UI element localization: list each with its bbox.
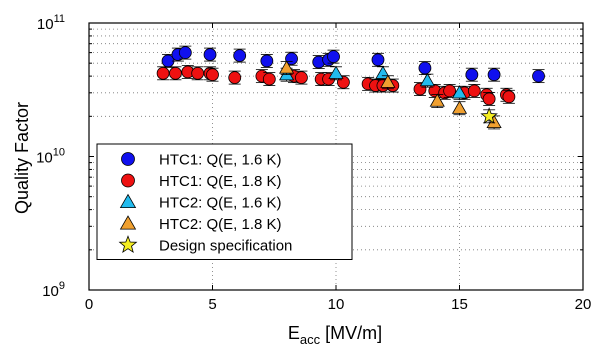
legend-box xyxy=(96,143,353,260)
data-point xyxy=(260,54,274,68)
y-axis-ticks: 109 1010 1011 xyxy=(36,13,583,300)
data-point xyxy=(178,46,192,60)
data-point xyxy=(327,50,340,64)
y-tick-label: 1010 xyxy=(36,147,65,167)
data-point xyxy=(480,107,498,124)
x-tick-label: 0 xyxy=(85,296,93,313)
data-point xyxy=(328,65,344,79)
legend-label: HTC1: Q(E, 1.6 K) xyxy=(159,152,282,169)
x-tick-label: 20 xyxy=(575,296,592,313)
data-point xyxy=(295,71,308,84)
data-point xyxy=(467,84,481,98)
data-points xyxy=(156,45,545,130)
x-axis-label: Eacc [MV/m] xyxy=(288,323,382,347)
x-axis-label-subscript: acc xyxy=(300,332,321,347)
legend-marker xyxy=(121,173,135,188)
y-tick-label: 109 xyxy=(42,280,65,300)
legend: HTC1: Q(E, 1.6 K) HTC1: Q(E, 1.8 K) HTC2: … xyxy=(96,143,353,260)
x-tick-label: 10 xyxy=(328,296,345,313)
data-point xyxy=(203,48,217,61)
x-axis-label-main: E xyxy=(288,323,300,343)
series-group xyxy=(480,107,498,124)
data-point xyxy=(279,60,295,74)
legend-item: HTC1: Q(E, 1.8 K) xyxy=(121,173,282,190)
data-point xyxy=(419,72,435,87)
legend-label: HTC2: Q(E, 1.6 K) xyxy=(159,195,282,212)
data-point xyxy=(262,72,276,86)
data-point xyxy=(451,85,468,99)
data-point xyxy=(451,100,468,114)
legend-marker xyxy=(119,215,137,230)
data-point xyxy=(429,93,445,107)
legend-label: HTC1: Q(E, 1.8 K) xyxy=(159,173,282,190)
y-axis-label: Quality Factor xyxy=(12,102,32,214)
series-group xyxy=(161,45,545,84)
legend-item: HTC2: Q(E, 1.6 K) xyxy=(119,193,282,212)
legend-label: Design specification xyxy=(159,238,292,255)
x-axis-label-unit: [MV/m] xyxy=(320,323,382,343)
legend-marker xyxy=(119,193,137,209)
legend-item: HTC2: Q(E, 1.8 K) xyxy=(119,215,282,233)
x-tick-label: 15 xyxy=(451,296,468,313)
data-point xyxy=(206,68,219,82)
legend-label: HTC2: Q(E, 1.8 K) xyxy=(159,216,282,233)
data-point xyxy=(443,84,457,98)
legend-item: Design specification xyxy=(118,235,292,255)
data-point xyxy=(532,69,545,83)
data-point xyxy=(486,114,502,128)
series-group xyxy=(279,65,468,100)
data-point xyxy=(191,66,205,80)
data-point xyxy=(482,92,496,106)
data-point xyxy=(169,66,182,80)
data-point xyxy=(465,68,479,82)
legend-marker xyxy=(118,235,138,254)
data-point xyxy=(487,68,501,82)
legend-item: HTC1: Q(E, 1.6 K) xyxy=(121,152,282,169)
data-point xyxy=(156,66,170,80)
data-point xyxy=(380,74,396,88)
series-group xyxy=(156,65,516,106)
data-point xyxy=(371,53,385,67)
legend-items: HTC1: Q(E, 1.6 K) HTC1: Q(E, 1.8 K) HTC2: … xyxy=(118,152,292,255)
data-point xyxy=(337,75,350,89)
x-axis-ticks: 0 5 10 15 20 xyxy=(85,23,592,313)
data-point xyxy=(418,61,432,75)
y-tick-label: 1011 xyxy=(37,13,65,33)
data-point xyxy=(233,49,247,62)
x-tick-label: 5 xyxy=(208,296,216,313)
legend-marker xyxy=(121,152,135,166)
data-point xyxy=(502,90,516,104)
data-point xyxy=(228,71,242,84)
